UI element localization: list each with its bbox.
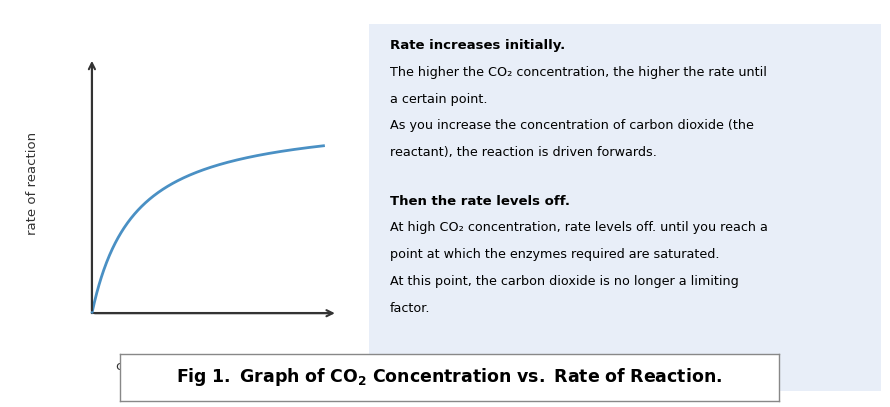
Text: $\bf{Fig\ 1.\ Graph\ of\ CO_2\ Concentration\ vs.\ Rate\ of\ Reaction.}$: $\bf{Fig\ 1.\ Graph\ of\ CO_2\ Concentra… xyxy=(176,366,723,389)
Text: At high CO₂ concentration, rate levels off. until you reach a: At high CO₂ concentration, rate levels o… xyxy=(390,221,768,234)
Text: The higher the CO₂ concentration, the higher the rate until: The higher the CO₂ concentration, the hi… xyxy=(390,66,766,79)
Text: Rate increases initially.: Rate increases initially. xyxy=(390,39,565,52)
Text: point at which the enzymes required are saturated.: point at which the enzymes required are … xyxy=(390,248,719,261)
Text: Then the rate levels off.: Then the rate levels off. xyxy=(390,195,570,208)
Text: reactant), the reaction is driven forwards.: reactant), the reaction is driven forwar… xyxy=(390,146,657,159)
Text: carbon dioxide concentration: carbon dioxide concentration xyxy=(116,360,312,373)
Text: factor.: factor. xyxy=(390,302,431,315)
Text: a certain point.: a certain point. xyxy=(390,92,488,105)
Text: At this point, the carbon dioxide is no longer a limiting: At this point, the carbon dioxide is no … xyxy=(390,275,739,288)
Text: rate of reaction: rate of reaction xyxy=(26,131,38,235)
Text: As you increase the concentration of carbon dioxide (the: As you increase the concentration of car… xyxy=(390,119,754,132)
